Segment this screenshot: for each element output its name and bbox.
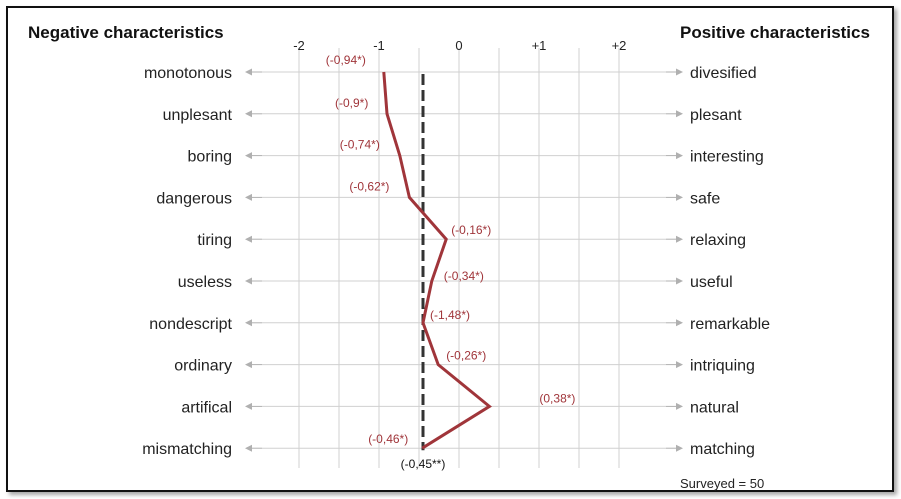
right-arrow-icon [676, 152, 683, 160]
negative-label: boring [188, 149, 232, 166]
x-tick-label: +1 [532, 38, 547, 53]
right-arrow-icon [676, 235, 683, 243]
mean-label: (-0,45**) [401, 457, 446, 471]
left-arrow-icon [245, 361, 252, 369]
survey-note: Surveyed = 50 [680, 476, 764, 491]
data-label: (-0,94*) [326, 53, 366, 67]
positive-label: useful [690, 274, 733, 291]
right-arrow-icon [676, 402, 683, 410]
left-arrow-icon [245, 110, 252, 118]
negative-label: dangerous [156, 190, 232, 207]
negative-label: unplesant [163, 107, 233, 124]
data-label: (0,38*) [539, 391, 575, 405]
negative-characteristics-heading: Negative characteristics [28, 23, 224, 42]
data-label: (-1,48*) [430, 308, 470, 322]
negative-label: monotonous [144, 65, 232, 82]
left-arrow-icon [245, 277, 252, 285]
profile-line [382, 71, 492, 450]
positive-label: safe [690, 190, 720, 207]
x-tick-label: +2 [612, 38, 627, 53]
chart-frame [6, 6, 894, 492]
data-label: (-0,74*) [340, 138, 380, 152]
negative-label: artifical [181, 399, 232, 416]
left-arrow-icon [245, 444, 252, 452]
right-arrow-icon [676, 110, 683, 118]
positive-characteristics-heading: Positive characteristics [680, 23, 870, 42]
negative-label: nondescript [149, 316, 232, 333]
right-arrow-icon [676, 319, 683, 327]
negative-label: useless [178, 274, 232, 291]
negative-label: tiring [197, 232, 232, 249]
left-arrow-icon [245, 319, 252, 327]
x-tick-label: 0 [455, 38, 462, 53]
x-tick-label: -2 [293, 38, 305, 53]
left-arrow-icon [245, 193, 252, 201]
right-arrow-icon [676, 277, 683, 285]
data-label: (-0,62*) [349, 179, 389, 193]
right-arrow-icon [676, 444, 683, 452]
left-arrow-icon [245, 68, 252, 76]
positive-label: divesified [690, 65, 757, 82]
positive-label: remarkable [690, 316, 770, 333]
right-arrow-icon [676, 361, 683, 369]
negative-label: mismatching [142, 441, 232, 458]
data-label: (-0,34*) [444, 269, 484, 283]
right-arrow-icon [676, 193, 683, 201]
left-arrow-icon [245, 402, 252, 410]
positive-label: matching [690, 441, 755, 458]
negative-label: ordinary [174, 358, 232, 375]
data-label: (-0,9*) [335, 96, 368, 110]
data-label: (-0,16*) [451, 223, 491, 237]
left-arrow-icon [245, 152, 252, 160]
positive-label: interesting [690, 149, 764, 166]
right-arrow-icon [676, 68, 683, 76]
positive-label: plesant [690, 107, 742, 124]
positive-label: natural [690, 399, 739, 416]
data-label: (-0,46*) [368, 432, 408, 446]
x-tick-label: -1 [373, 38, 385, 53]
positive-label: relaxing [690, 232, 746, 249]
data-label: (-0,26*) [446, 349, 486, 363]
left-arrow-icon [245, 235, 252, 243]
positive-label: intriquing [690, 358, 755, 375]
